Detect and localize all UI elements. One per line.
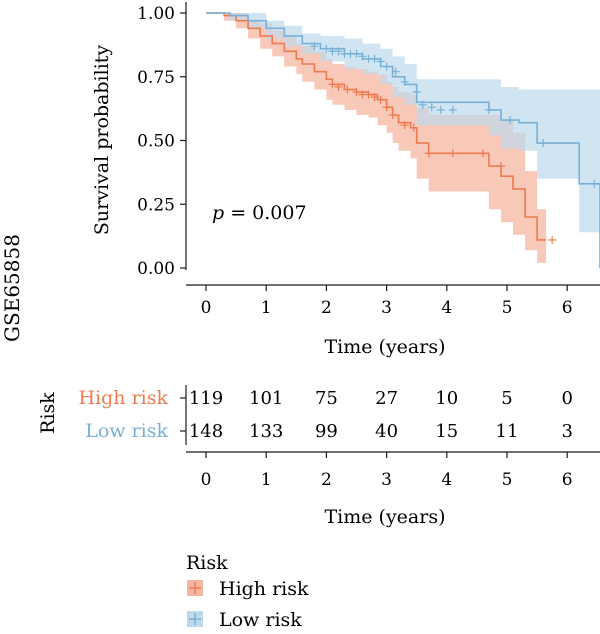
risk-x-tick-label: 6: [562, 470, 573, 490]
risk-count-cell: 15: [435, 421, 458, 442]
low-risk-censor-mark: [352, 49, 361, 58]
low-risk-censor-mark: [484, 105, 493, 114]
low-risk-censor-mark: [376, 57, 385, 66]
low-risk-censor-mark: [370, 54, 379, 63]
y-tick-label: 1.00: [137, 4, 175, 24]
low-risk-censor-mark: [310, 42, 319, 51]
y-tick-label: 0.75: [137, 68, 175, 88]
censor-marks: [310, 42, 599, 244]
y-tick-label: 0.00: [137, 259, 175, 279]
risk-x-tick-label: 5: [502, 470, 513, 490]
legend-item-label: Low risk: [219, 609, 302, 631]
high-risk-censor-mark: [328, 80, 337, 89]
high-risk-censor-mark: [382, 103, 391, 112]
y-axis: 0.00 0.25 0.50 0.75 1.00 Survival probabilit…: [91, 2, 187, 279]
high-risk-censor-mark: [400, 121, 409, 130]
legend-item-label: High risk: [219, 578, 309, 600]
km-plot: 0.00 0.25 0.50 0.75 1.00 Survival probabilit…: [91, 2, 600, 358]
y-axis-label: Survival probability: [91, 45, 113, 236]
low-risk-survival-curve: [206, 12, 600, 268]
high-risk-censor-mark: [376, 95, 385, 104]
p-value-symbol: p: [212, 202, 224, 224]
confidence-bands: [206, 13, 600, 263]
low-risk-censor-mark: [506, 116, 515, 125]
x-tick-label: 0: [201, 298, 212, 318]
x-tick-label: 6: [562, 298, 573, 318]
low-risk-censor-mark: [448, 105, 457, 114]
high-risk-censor-mark: [424, 149, 433, 158]
risk-count-cell: 10: [435, 388, 458, 409]
y-tick-label: 0.25: [137, 195, 175, 215]
risk-count-cell: 148: [189, 421, 223, 442]
risk-count-cell: 5: [501, 388, 512, 409]
risk-table-x-axis-label: Time (years): [324, 506, 445, 528]
risk-count-cell: 0: [561, 388, 572, 409]
risk-count-cell: 3: [561, 421, 572, 442]
risk-count-cell: 75: [315, 388, 338, 409]
p-value-annotation: p = 0.007: [212, 202, 307, 224]
x-tick-label: 3: [381, 298, 392, 318]
legend-title: Risk: [186, 552, 228, 574]
high-risk-censor-mark: [370, 93, 379, 102]
low-risk-censor-mark: [322, 44, 331, 53]
risk-table-title: Risk: [37, 392, 59, 434]
high-risk-censor-mark: [409, 123, 418, 132]
risk-x-tick-label: 0: [201, 470, 212, 490]
risk-x-tick-label: 4: [441, 470, 452, 490]
high-risk-censor-mark: [548, 235, 557, 244]
low-risk-censor-mark: [391, 67, 400, 76]
risk-count-cell: 27: [375, 388, 398, 409]
high-risk-censor-mark: [343, 85, 352, 94]
x-tick-label: 2: [321, 298, 332, 318]
high-risk-censor-mark: [388, 111, 397, 119]
low-risk-censor-mark: [427, 103, 436, 112]
high-risk-censor-mark: [478, 149, 487, 158]
high-risk-censor-mark: [352, 88, 361, 97]
risk-x-tick-label: 2: [321, 470, 332, 490]
high-risk-censor-mark: [334, 82, 343, 91]
risk-x-tick-label: 1: [261, 470, 272, 490]
risk-count-cell: 40: [375, 421, 398, 442]
low-risk-censor-mark: [436, 105, 445, 114]
x-axis-label: Time (years): [324, 336, 445, 358]
low-risk-censor-mark: [539, 139, 548, 148]
risk-row-label: High risk: [78, 387, 168, 409]
low-risk-censor-mark: [358, 52, 367, 61]
high-risk-censor-mark: [448, 149, 457, 158]
high-risk-censor-mark: [496, 162, 505, 170]
low-risk-censor-mark: [334, 47, 343, 56]
low-risk-censor-mark: [412, 88, 421, 97]
dataset-label: GSE65858: [0, 234, 24, 342]
y-tick-label: 0.50: [137, 132, 175, 152]
p-value-text: = 0.007: [224, 202, 306, 224]
high-risk-censor-mark: [364, 90, 373, 99]
low-risk-censor-mark: [418, 100, 427, 109]
risk-count-cell: 99: [315, 421, 338, 442]
x-tick-label: 4: [441, 298, 452, 318]
low-risk-legend-item: Low risk: [187, 609, 302, 631]
x-axis: 0 1 2 3 4 5 6 Time (years): [186, 284, 600, 358]
x-tick-label: 1: [261, 298, 272, 318]
risk-count-cell: 101: [249, 388, 283, 409]
x-tick-label: 5: [502, 298, 513, 318]
legend: Risk High risk Low risk: [186, 552, 309, 631]
risk-count-cell: 133: [249, 421, 283, 442]
risk-count-cell: 11: [496, 421, 519, 442]
low-risk-censor-mark: [382, 62, 391, 71]
high-risk-legend-item: High risk: [187, 578, 309, 600]
risk-count-cell: 119: [189, 388, 223, 409]
low-risk-censor-mark: [400, 77, 409, 86]
low-risk-censor-mark: [590, 179, 599, 188]
risk-x-tick-label: 3: [381, 470, 392, 490]
risk-row-label: Low risk: [85, 420, 168, 442]
high-risk-confidence-band: [206, 13, 547, 263]
